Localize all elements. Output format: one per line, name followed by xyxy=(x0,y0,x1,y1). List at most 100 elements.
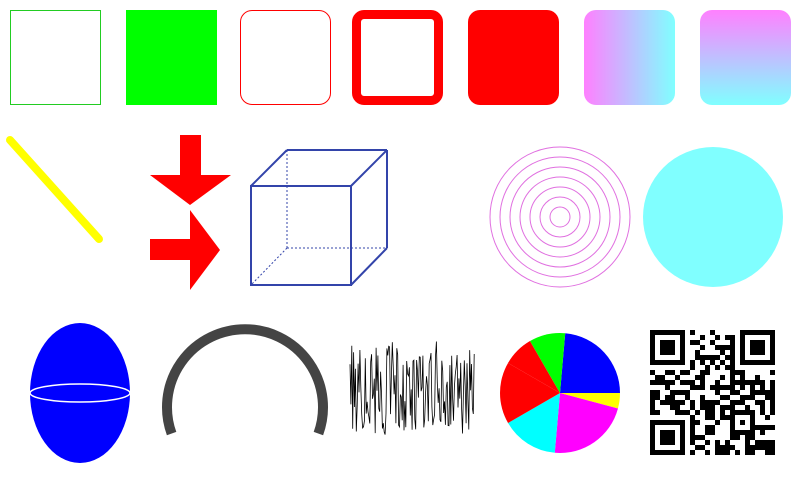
qr-module xyxy=(760,380,765,385)
qr-module xyxy=(690,360,695,365)
qr-module xyxy=(670,370,675,375)
qr-module xyxy=(655,330,660,335)
qr-module xyxy=(770,440,775,445)
arrows xyxy=(150,135,231,290)
qr-module xyxy=(690,340,695,345)
qr-module xyxy=(720,350,725,355)
qr-module xyxy=(680,330,685,335)
qr-module xyxy=(760,350,765,355)
qr-module xyxy=(715,365,720,370)
qr-module xyxy=(670,440,675,445)
qr-module xyxy=(680,450,685,455)
pie-slice xyxy=(560,393,621,409)
qr-module xyxy=(670,330,675,335)
qr-module xyxy=(750,380,755,385)
qr-module xyxy=(680,400,685,405)
qr-module xyxy=(750,360,755,365)
qr-module xyxy=(690,440,695,445)
qr-module xyxy=(695,445,700,450)
qr-module xyxy=(760,430,765,435)
qr-module xyxy=(760,445,765,450)
qr-module xyxy=(700,360,705,365)
qr-module xyxy=(750,435,755,440)
cube-front-face xyxy=(250,185,352,286)
qr-module xyxy=(670,450,675,455)
qr-module xyxy=(770,445,775,450)
qr-module xyxy=(690,400,695,405)
qr-module xyxy=(650,420,655,425)
qr-module xyxy=(690,405,695,410)
qr-module xyxy=(740,360,745,365)
qr-module xyxy=(665,430,670,435)
qr-module xyxy=(710,410,715,415)
qr-module xyxy=(730,360,735,365)
qr-module xyxy=(670,345,675,350)
thick-rounded-square xyxy=(352,10,443,105)
pie-slice xyxy=(554,393,618,453)
qr-module xyxy=(740,335,745,340)
qr-module xyxy=(755,390,760,395)
qr-module xyxy=(770,345,775,350)
qr-module xyxy=(725,385,730,390)
qr-module xyxy=(730,350,735,355)
qr-module xyxy=(725,365,730,370)
qr-module xyxy=(700,335,705,340)
qr-module xyxy=(770,410,775,415)
qr-module xyxy=(650,435,655,440)
qr-module xyxy=(755,400,760,405)
qr-module xyxy=(660,400,665,405)
qr-module xyxy=(665,435,670,440)
qr-module xyxy=(770,330,775,335)
qr-module xyxy=(655,360,660,365)
qr-module xyxy=(745,430,750,435)
qr-module xyxy=(665,400,670,405)
qr-module xyxy=(710,405,715,410)
qr-module xyxy=(670,350,675,355)
qr-module xyxy=(680,430,685,435)
qr-module xyxy=(655,395,660,400)
waveform-line xyxy=(349,341,475,435)
qr-module xyxy=(755,340,760,345)
qr-module xyxy=(660,430,665,435)
qr-module xyxy=(705,450,710,455)
qr-module xyxy=(690,425,695,430)
qr-module xyxy=(700,355,705,360)
qr-module xyxy=(680,425,685,430)
qr-module xyxy=(660,340,665,345)
qr-module xyxy=(655,380,660,385)
qr-module xyxy=(725,450,730,455)
qr-module xyxy=(715,450,720,455)
qr-module xyxy=(755,350,760,355)
qr-module xyxy=(650,445,655,450)
qr-module xyxy=(765,330,770,335)
right-arrow-icon xyxy=(150,210,220,290)
qr-module xyxy=(765,450,770,455)
qr-module xyxy=(730,410,735,415)
qr-module xyxy=(755,440,760,445)
qr-module xyxy=(700,375,705,380)
qr-module xyxy=(670,340,675,345)
qr-module xyxy=(725,335,730,340)
qr-module xyxy=(685,390,690,395)
qr-module xyxy=(720,445,725,450)
qr-module xyxy=(730,370,735,375)
qr-module xyxy=(680,340,685,345)
qr-module xyxy=(650,370,655,375)
qr-module xyxy=(770,370,775,375)
qr-module xyxy=(740,345,745,350)
qr-module xyxy=(725,445,730,450)
qr-module xyxy=(715,380,720,385)
ellipsoid-equator xyxy=(29,383,131,403)
qr-module xyxy=(755,360,760,365)
qr-module xyxy=(680,360,685,365)
qr-module xyxy=(710,360,715,365)
qr-module xyxy=(670,420,675,425)
qr-module xyxy=(680,420,685,425)
qr-module xyxy=(695,385,700,390)
qr-module xyxy=(675,410,680,415)
qr-module xyxy=(685,380,690,385)
qr-module xyxy=(675,330,680,335)
qr-module xyxy=(730,335,735,340)
qr-module xyxy=(670,390,675,395)
qr-module xyxy=(730,415,735,420)
